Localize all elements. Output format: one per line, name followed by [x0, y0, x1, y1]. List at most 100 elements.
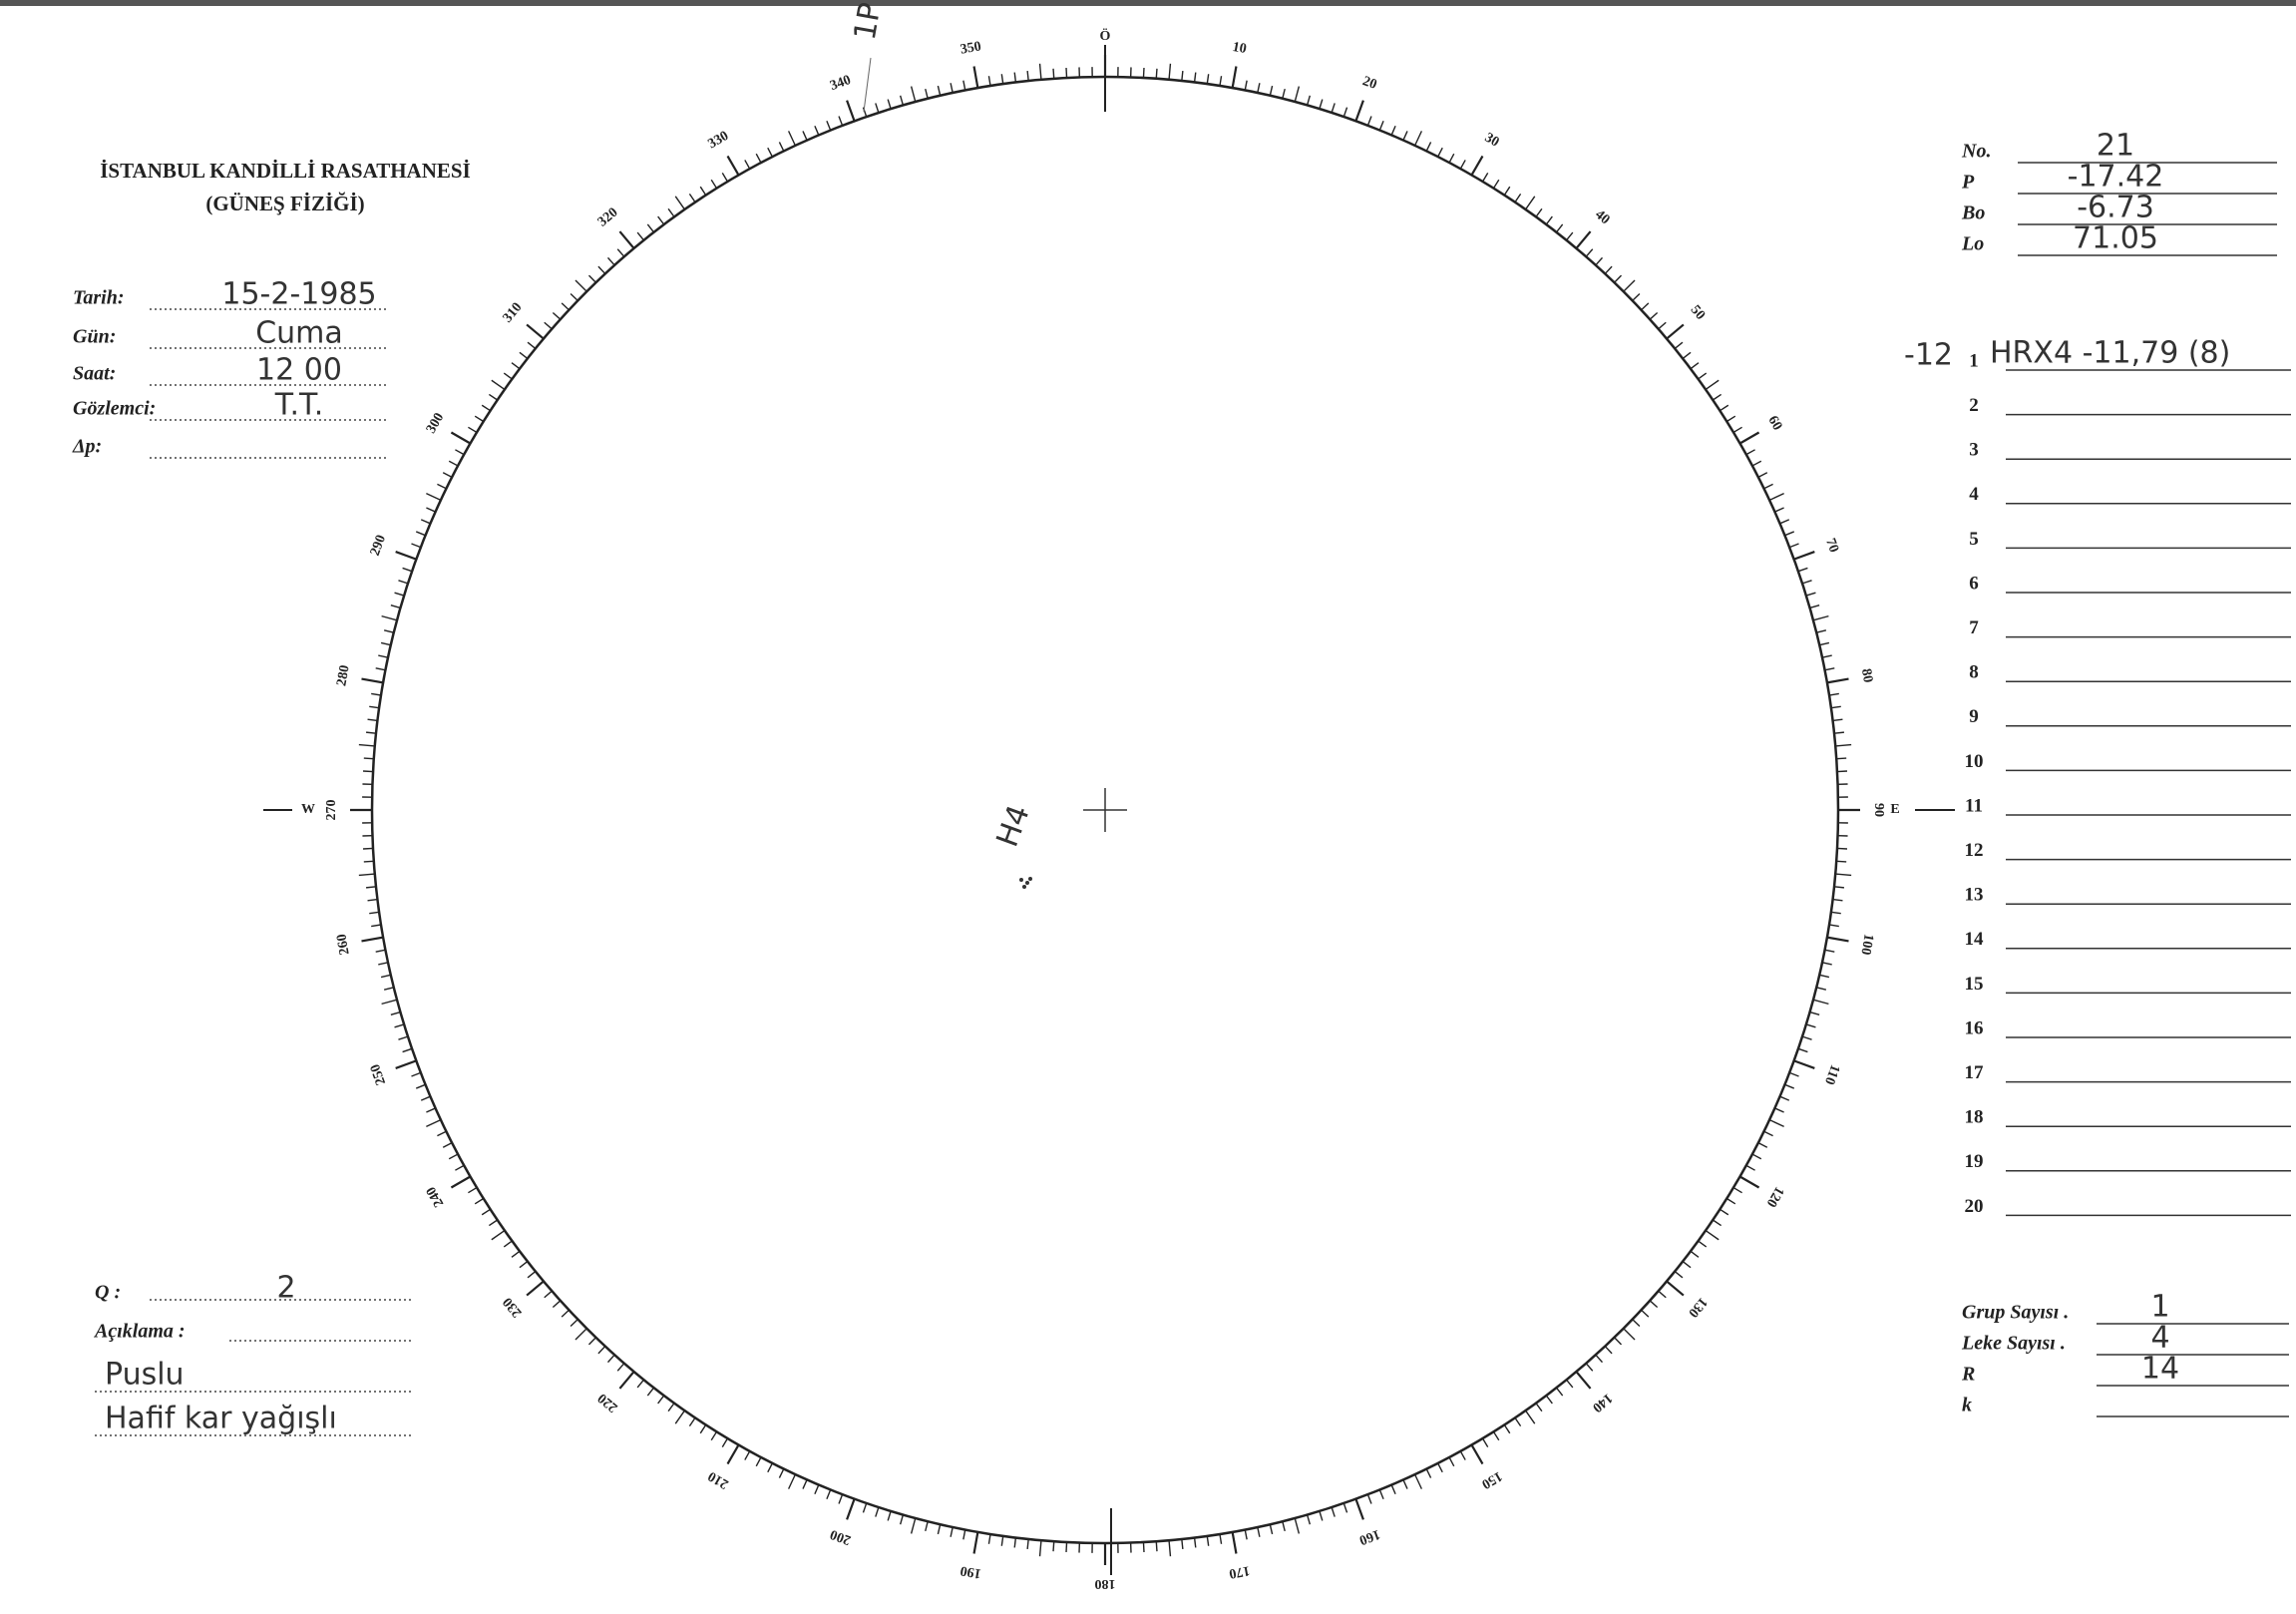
- row-number: 14: [1965, 929, 1985, 950]
- dial-tick: [426, 492, 442, 502]
- dial-tick: [910, 1517, 917, 1534]
- dial-tick: [1575, 230, 1592, 249]
- dial-label: 180: [1095, 1576, 1116, 1591]
- dial-tick: [1331, 1506, 1336, 1517]
- dial-label: 290: [368, 533, 389, 558]
- field-label: Gün:: [73, 326, 116, 348]
- dial-tick: [1732, 1186, 1742, 1194]
- dial-tick: [390, 1010, 401, 1016]
- dial-tick: [1555, 1387, 1564, 1397]
- row-number: 15: [1965, 974, 1984, 995]
- dial-tick: [1751, 460, 1762, 467]
- dial-tick: [426, 1107, 436, 1113]
- dial-tick: [488, 1219, 499, 1227]
- remarks-label: Açıklama :: [93, 1321, 186, 1343]
- dial-tick: [646, 223, 655, 233]
- dial-tick: [1181, 1538, 1184, 1549]
- dial-tick: [1763, 483, 1773, 490]
- dial-tick: [1725, 415, 1736, 423]
- dial-tick: [450, 431, 472, 445]
- sunspot: [1028, 877, 1032, 881]
- dial-tick: [1545, 1395, 1553, 1405]
- dial-tick: [1805, 1023, 1816, 1028]
- dial-label: 260: [334, 933, 352, 956]
- dial-tick: [1738, 431, 1760, 445]
- dial-tick: [767, 147, 773, 158]
- dial-tick: [455, 1164, 465, 1171]
- dial-tick: [1826, 936, 1849, 943]
- dial-tick: [616, 1363, 625, 1372]
- dial-tick: [1319, 1510, 1324, 1521]
- dial-tick: [925, 1520, 929, 1532]
- dial-tick: [491, 1230, 506, 1241]
- dial-tick: [362, 847, 374, 850]
- dial-tick: [369, 911, 380, 915]
- dial-tick: [1065, 67, 1068, 79]
- dial-tick: [1231, 1531, 1238, 1554]
- dial-tick: [1566, 231, 1574, 241]
- dial-tick: [962, 80, 966, 91]
- dial-tick: [657, 215, 665, 225]
- dial-tick: [1413, 1473, 1423, 1489]
- dial-tick: [358, 873, 375, 877]
- dial-tick: [755, 153, 762, 164]
- dial-tick: [1815, 987, 1827, 991]
- east-label: E: [1890, 802, 1899, 817]
- dial-tick: [1492, 1430, 1500, 1441]
- dial-tick: [367, 898, 378, 902]
- dial-tick: [987, 76, 991, 87]
- dial-tick: [420, 1095, 431, 1101]
- count-label: k: [1962, 1395, 1972, 1416]
- dial-tick: [1459, 1450, 1466, 1460]
- dial-tick: [574, 279, 587, 292]
- dial-tick: [371, 924, 382, 928]
- row-number: 8: [1969, 662, 1979, 683]
- dial-tick: [657, 1395, 665, 1405]
- dial-tick: [778, 1468, 785, 1478]
- parameter-value: 21: [2097, 129, 2134, 164]
- dial-tick: [1705, 379, 1720, 390]
- remark-line: Puslu: [105, 1358, 185, 1393]
- dial-tick: [667, 1403, 675, 1412]
- dial-tick: [544, 321, 553, 330]
- dial-tick: [667, 207, 675, 217]
- dial-tick: [787, 1473, 797, 1489]
- dial-tick: [1649, 1300, 1659, 1309]
- dial-tick: [381, 999, 398, 1006]
- dial-tick: [1555, 223, 1564, 233]
- dial-tick: [442, 1142, 453, 1148]
- dial-label: 60: [1764, 414, 1784, 434]
- dial-tick: [1257, 83, 1261, 94]
- dial-tick: [1038, 63, 1042, 80]
- dial-tick: [1378, 120, 1384, 131]
- dial-label: 70: [1822, 537, 1841, 555]
- dial-tick: [814, 125, 820, 136]
- dial-tick: [1503, 186, 1511, 196]
- pole-mark: [863, 57, 872, 113]
- dial-tick: [1535, 1403, 1543, 1412]
- dial-tick: [1833, 886, 1844, 889]
- dial-tick: [1751, 1153, 1762, 1160]
- dial-tick: [1535, 207, 1543, 217]
- dial-tick: [1836, 860, 1847, 863]
- row-number: 1: [1969, 350, 1979, 371]
- dial-tick: [1294, 86, 1301, 103]
- dial-tick: [544, 1290, 553, 1299]
- dial-tick: [674, 196, 685, 210]
- dial-tick: [1632, 292, 1641, 301]
- dial-tick: [699, 1424, 707, 1434]
- count-label: Grup Sayısı .: [1962, 1302, 2069, 1324]
- dial-tick: [383, 629, 395, 633]
- dial-tick: [1641, 1309, 1650, 1318]
- dial-tick: [1674, 1271, 1684, 1279]
- sunspot: [1019, 878, 1023, 882]
- row-number: 19: [1965, 1151, 1984, 1172]
- dial-tick: [1784, 531, 1795, 537]
- field-value: 12 00: [256, 353, 342, 388]
- dial-tick: [1481, 173, 1489, 183]
- dial-tick: [1826, 677, 1849, 684]
- dial-tick: [369, 705, 380, 709]
- dial-tick: [1354, 100, 1364, 122]
- dial-tick: [448, 1153, 459, 1160]
- dial-tick: [1155, 68, 1158, 79]
